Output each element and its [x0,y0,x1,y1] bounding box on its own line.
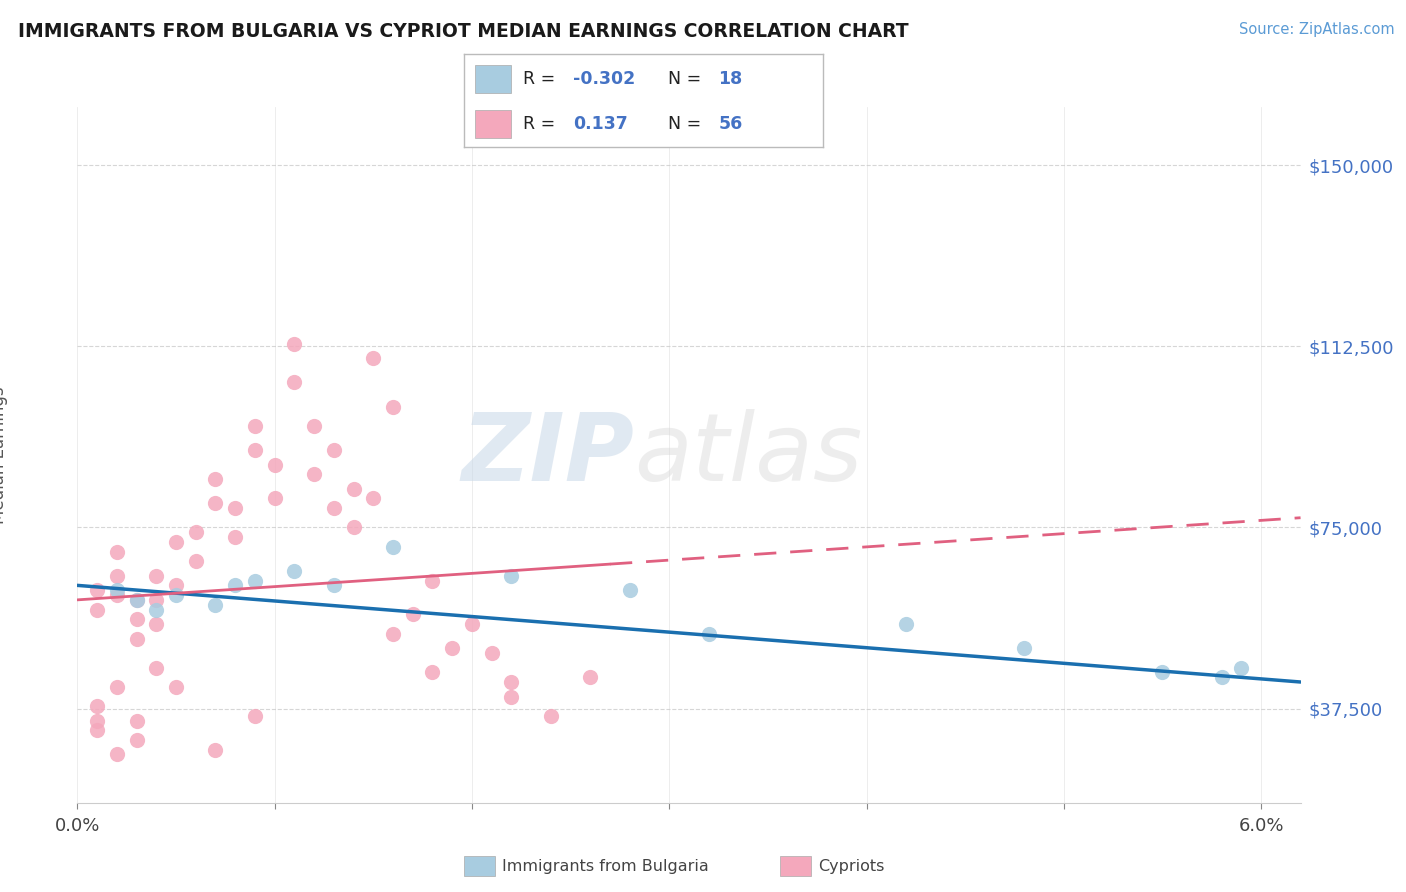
Point [125,632,148,646]
Point [422,574,444,588]
Point [1211,670,1233,684]
Text: N =: N = [668,115,707,133]
Point [125,714,148,728]
Point [283,336,305,351]
Text: 0.137: 0.137 [574,115,628,133]
Point [361,351,384,366]
Text: ZIP: ZIP [461,409,634,501]
Point [165,534,187,549]
Point [165,680,187,694]
Point [382,626,405,640]
Point [322,501,344,516]
Point [402,607,425,622]
Text: R =: R = [523,70,561,87]
Point [86,699,108,714]
Point [243,708,266,723]
Bar [475,65,510,93]
Point [105,588,128,602]
Point [184,525,207,540]
Point [125,592,148,607]
Point [263,458,285,472]
Point [501,690,523,704]
Point [145,602,167,616]
Point [283,564,305,578]
Point [145,660,167,674]
Point [145,568,167,582]
Point [342,520,364,534]
Bar [475,110,510,138]
Point [105,747,128,762]
Point [322,578,344,592]
Point [224,530,246,544]
Point [86,714,108,728]
Point [105,544,128,558]
Point [1014,641,1036,656]
Y-axis label: Median Earnings: Median Earnings [0,386,8,524]
Point [501,568,523,582]
Point [145,617,167,632]
Point [125,592,148,607]
Point [1152,665,1174,680]
Point [243,443,266,458]
Point [165,578,187,592]
Point [224,578,246,592]
Point [243,419,266,434]
Point [461,617,484,632]
Point [697,626,720,640]
Point [184,554,207,568]
Point [342,482,364,496]
Point [125,733,148,747]
Text: IMMIGRANTS FROM BULGARIA VS CYPRIOT MEDIAN EARNINGS CORRELATION CHART: IMMIGRANTS FROM BULGARIA VS CYPRIOT MEDI… [18,22,908,41]
Point [165,588,187,602]
Point [263,491,285,506]
Point [105,583,128,598]
Text: N =: N = [668,70,707,87]
Point [204,472,226,486]
Point [86,723,108,738]
Point [224,501,246,516]
Text: -0.302: -0.302 [574,70,636,87]
Point [204,496,226,510]
Point [86,602,108,616]
Point [105,680,128,694]
Point [125,612,148,626]
Point [540,708,562,723]
Point [361,491,384,506]
Point [441,641,464,656]
Text: 56: 56 [718,115,742,133]
Point [283,376,305,390]
Point [204,598,226,612]
Text: Source: ZipAtlas.com: Source: ZipAtlas.com [1239,22,1395,37]
Point [422,665,444,680]
Point [105,568,128,582]
Point [481,646,503,660]
Text: R =: R = [523,115,561,133]
Point [382,400,405,414]
Text: Immigrants from Bulgaria: Immigrants from Bulgaria [502,859,709,873]
Point [501,675,523,690]
Point [302,467,325,482]
Point [619,583,641,598]
Point [894,617,917,632]
Point [302,419,325,434]
Text: Cypriots: Cypriots [818,859,884,873]
Text: 18: 18 [718,70,742,87]
Point [145,592,167,607]
Point [86,583,108,598]
Point [1230,660,1253,674]
Point [204,742,226,756]
Text: atlas: atlas [634,409,862,500]
Point [382,540,405,554]
Point [243,574,266,588]
Point [579,670,602,684]
Point [322,443,344,458]
